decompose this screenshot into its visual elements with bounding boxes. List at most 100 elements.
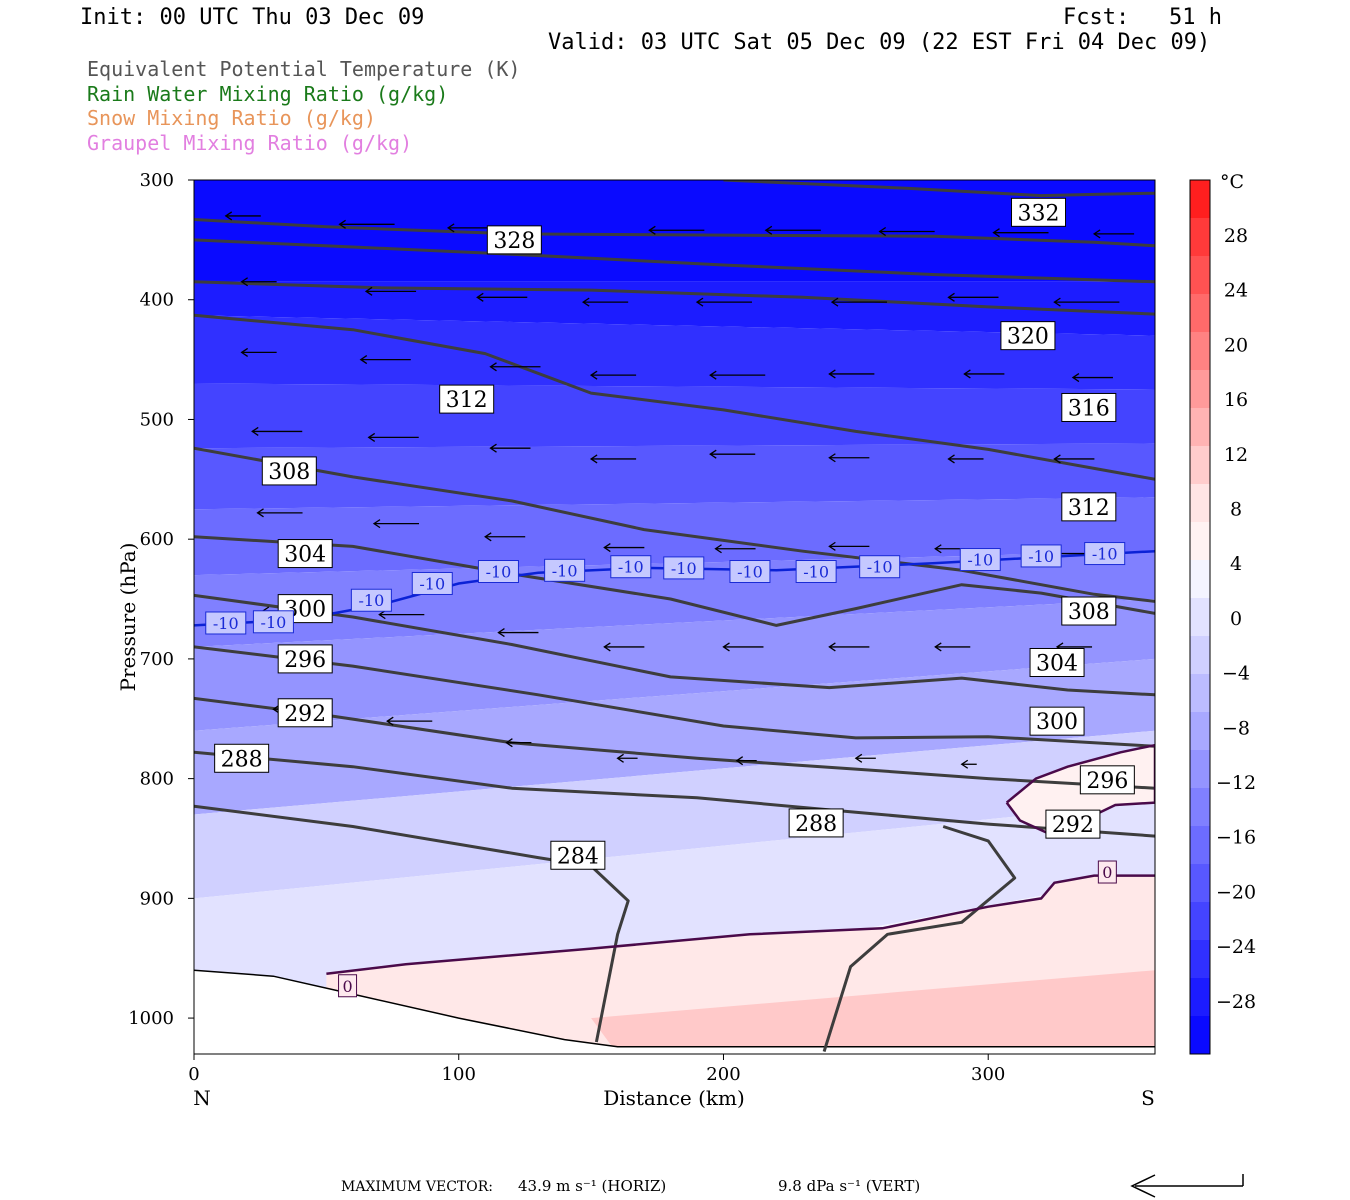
theta-e-contour-304 [194, 593, 1155, 697]
axes: 300 400 500 600 700 800 900 1000 0 100 200 300 [128, 170, 1005, 1085]
wind-vector [828, 453, 870, 463]
temp-band [194, 383, 1155, 449]
colorbar-tick-label: −16 [1216, 827, 1256, 849]
colorbar-swatch [1190, 294, 1210, 333]
surface-line [194, 969, 1155, 1048]
isotherm-label-text: -10 [803, 563, 829, 582]
contour-label: 312 [439, 384, 495, 414]
isotherm-label-text: -10 [358, 591, 384, 610]
wind-vector [505, 738, 532, 748]
contour-label-text: 300 [1036, 710, 1078, 735]
contour-label: 304 [1029, 647, 1085, 677]
theta-e-contour-300 [194, 645, 1155, 748]
colorbar-swatch [1190, 788, 1210, 827]
colorbar-swatch [1190, 864, 1210, 903]
theta-e-contour-316 [194, 313, 1155, 481]
isotherm-label-text: -10 [486, 563, 512, 582]
wind-vector [878, 226, 935, 237]
wind-vector [947, 292, 999, 302]
wind-vector [830, 297, 888, 307]
contour-label: 292 [277, 698, 333, 728]
isotherm-label-text: -10 [1028, 547, 1054, 566]
wind-vector [764, 225, 821, 235]
contour-label-text: 288 [795, 812, 837, 837]
init-time: Init: 00 UTC Thu 03 Dec 09 [80, 5, 425, 30]
x-right-endpoint: S [1141, 1086, 1155, 1110]
colorbar-unit: °C [1220, 171, 1244, 193]
isotherm-label-text: -10 [967, 551, 993, 570]
contour-label: 308 [1061, 596, 1117, 626]
contour-label: 288 [214, 743, 270, 773]
isotherm-label-text: -10 [737, 563, 763, 582]
isotherm-label: -10 [959, 548, 1001, 572]
colorbar-swatch [1190, 370, 1210, 409]
wind-vector [489, 443, 531, 453]
colorbar-tick-label: 12 [1224, 444, 1248, 466]
wind-vector [364, 286, 417, 296]
isotherm-label-text: -10 [1092, 545, 1118, 564]
isotherm-label-text: -10 [261, 613, 287, 632]
contour-label: 316 [1061, 392, 1117, 422]
colorbar-tick-label: 0 [1230, 608, 1242, 630]
isotherm-label-text: -10 [618, 558, 644, 577]
wind-vector [603, 543, 645, 553]
footer-horiz: 43.9 m s⁻¹ (HORIZ) [518, 1177, 666, 1195]
contour-label-text: 312 [1068, 496, 1110, 521]
temp-band [194, 281, 1155, 336]
contour-label-text: 328 [493, 229, 535, 254]
zero-isotherm-label-text: 0 [1102, 863, 1112, 882]
wind-vector [476, 292, 528, 302]
y-tick-label: 700 [140, 649, 174, 670]
colorbar-tick-label: 28 [1224, 225, 1248, 247]
wind-vector [735, 756, 757, 766]
colorbar-swatch [1190, 674, 1210, 713]
isotherm-label: -10 [205, 611, 247, 635]
contour-label: 288 [788, 808, 844, 838]
theta-e-contour-320 [194, 280, 1155, 316]
wind-vector [992, 228, 1049, 238]
x-left-endpoint: N [193, 1086, 211, 1110]
theta-e-contour-292 [194, 750, 1155, 838]
wind-vector [828, 541, 870, 551]
wind-vector [581, 297, 629, 307]
contour-label-text: 308 [1068, 600, 1110, 625]
colorbar-swatch [1190, 636, 1210, 675]
contour-label: 292 [1045, 809, 1101, 839]
zero-isotherm-label: 0 [1097, 860, 1117, 884]
isotherm-label-text: -10 [671, 559, 697, 578]
wind-vector [378, 610, 425, 620]
wind-vector [367, 432, 419, 442]
isotherm-label: -10 [610, 555, 652, 579]
contour-label: 328 [486, 225, 542, 255]
colorbar-swatch [1190, 256, 1210, 295]
wind-vector [714, 544, 756, 554]
wind-vector [963, 369, 1005, 379]
contour-label: 304 [277, 539, 333, 569]
theta-e-contour-332 [723, 180, 1155, 198]
reference-vector-icon [1130, 1174, 1244, 1198]
temp-band [194, 658, 1155, 815]
wind-vector [1053, 454, 1095, 464]
forecast-hour: Fcst: 51 h [1063, 5, 1222, 30]
wind-vector [934, 642, 971, 652]
legend-theta-e: Equivalent Potential Temperature (K) [87, 57, 521, 81]
wind-vector [251, 426, 303, 436]
colorbar-swatch [1190, 826, 1210, 865]
wind-vector [1092, 229, 1135, 239]
colorbar-swatch [1190, 750, 1210, 789]
isotherm-label-text: -10 [213, 614, 239, 633]
y-tick-label: 400 [140, 290, 174, 311]
isotherm-label: -10 [477, 560, 519, 584]
wind-vector [828, 642, 870, 652]
colorbar: 28 24 20 16 12 8 4 0 −4 −8 −12 −16 −20 −24 −28 [1189, 179, 1256, 1055]
isotherm-label: -10 [1020, 544, 1062, 568]
contour-label-text: 316 [1068, 396, 1110, 421]
contour-label-text: 304 [1036, 651, 1078, 676]
theta-e-contour-328 [194, 218, 1155, 248]
legend-snow: Snow Mixing Ratio (g/kg) [87, 106, 376, 130]
plot-frame [193, 179, 1156, 1055]
wind-vector [722, 642, 764, 652]
wind-vector [854, 753, 876, 763]
